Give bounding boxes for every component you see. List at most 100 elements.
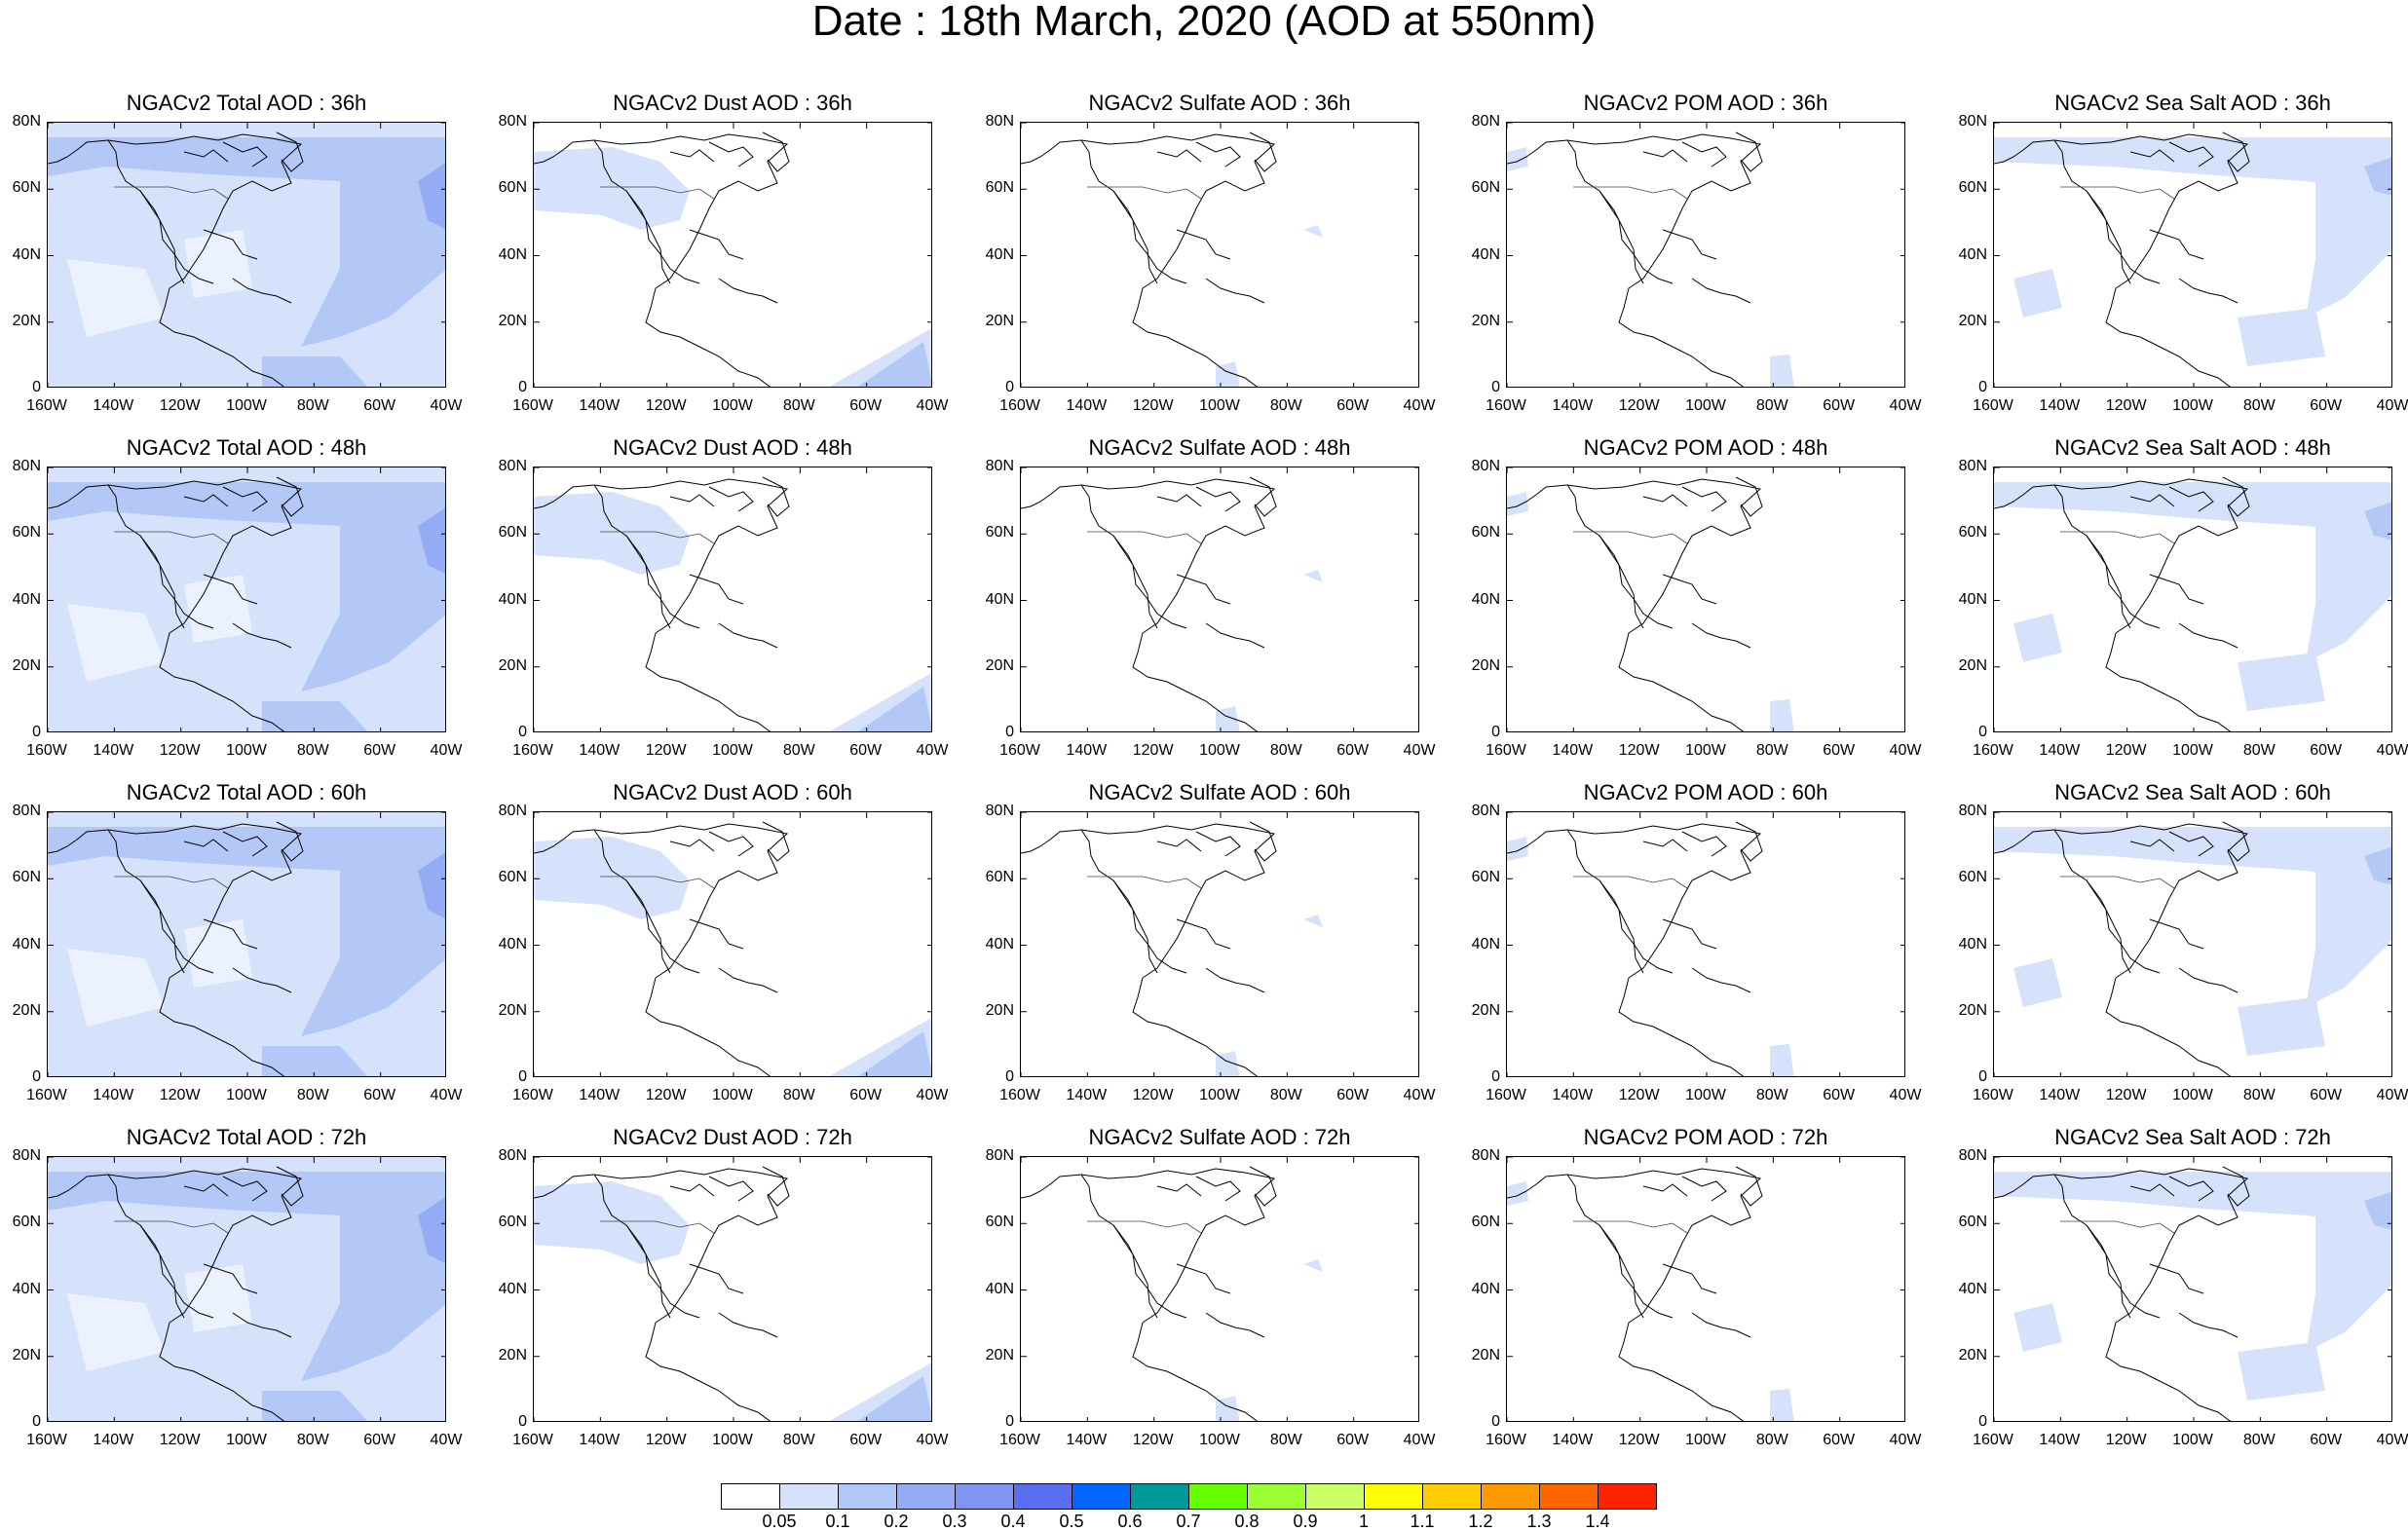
x-tick-label: 160W [1486,1432,1526,1448]
y-tick-label: 60N [985,524,1014,542]
y-tick-label: 20N [498,656,527,674]
colorbar-label: 1 [1358,1512,1369,1531]
panel-title: NGACv2 Total AOD : 72h [126,1125,367,1149]
x-tick-label: 160W [1973,1432,2013,1448]
y-tick-label: 20N [12,1001,41,1019]
x-tick-label: 100W [226,742,267,759]
x-tick-label: 100W [1685,742,1726,759]
y-tick-label: 60N [12,869,41,886]
y-tick-label: 60N [1471,1214,1500,1231]
y-tick-label: 20N [1958,656,1987,674]
y-tick-label: 80N [498,458,527,474]
y-tick-label: 40N [1471,935,1500,953]
colorbar-box [838,1483,897,1510]
x-tick-label: 160W [512,742,553,759]
map-panel-sulfate-row4 [1020,1156,1419,1422]
x-tick-label: 120W [2105,742,2147,759]
x-tick-label: 80W [1269,742,1302,759]
x-tick-label: 60W [1823,1432,1856,1448]
x-tick-label: 100W [226,1432,267,1448]
map-panel-pom-row2 [1506,467,1905,732]
x-tick-label: 160W [26,1432,67,1448]
colorbar-box [1422,1483,1482,1510]
colorbar-label: 0.2 [884,1512,909,1531]
x-tick-label: 100W [1199,397,1240,414]
x-tick-label: 120W [2105,1087,2147,1103]
colorbar [721,1483,1657,1510]
y-tick-label: 60N [1958,524,1987,542]
x-tick-label: 140W [93,397,134,414]
x-tick-label: 80W [296,1432,329,1448]
y-tick-label: 40N [12,935,41,953]
x-tick-label: 40W [1889,397,1922,414]
x-tick-label: 60W [1336,742,1370,759]
y-tick-label: 60N [985,869,1014,886]
y-tick-label: 80N [12,1147,41,1164]
y-tick-label: 0 [1491,379,1500,395]
y-tick-label: 60N [985,1214,1014,1231]
y-tick-label: 20N [12,1346,41,1364]
x-tick-label: 80W [782,397,815,414]
x-tick-label: 140W [579,742,621,759]
x-tick-label: 120W [159,397,201,414]
colorbar-box [896,1483,956,1510]
x-tick-label: 160W [512,397,553,414]
x-tick-label: 80W [1755,397,1788,414]
x-tick-label: 140W [93,1432,134,1448]
colorbar-label: 1.4 [1585,1512,1610,1531]
x-tick-label: 100W [1199,1432,1240,1448]
y-tick-label: 80N [985,803,1014,819]
colorbar-box [1013,1483,1072,1510]
y-tick-label: 40N [498,590,527,608]
y-tick-label: 60N [12,1214,41,1231]
colorbar-box [1481,1483,1540,1510]
y-tick-label: 80N [985,113,1014,130]
x-tick-label: 160W [1486,397,1526,414]
x-tick-label: 100W [226,397,267,414]
x-tick-label: 80W [2242,1087,2276,1103]
x-tick-label: 60W [849,1087,883,1103]
map-panel-pom-row1 [1506,122,1905,388]
y-tick-label: 80N [1471,1147,1500,1164]
x-tick-label: 140W [1552,1087,1594,1103]
x-tick-label: 100W [2172,1087,2213,1103]
x-tick-label: 120W [159,1432,201,1448]
panel-title: NGACv2 Sea Salt AOD : 48h [2054,435,2331,460]
x-tick-label: 160W [26,1087,67,1103]
x-tick-label: 120W [645,397,687,414]
x-tick-label: 40W [2376,742,2408,759]
x-tick-label: 80W [296,397,329,414]
x-tick-label: 40W [1889,742,1922,759]
y-tick-label: 0 [1491,724,1500,740]
panel-title: NGACv2 Sea Salt AOD : 36h [2054,91,2331,115]
y-tick-label: 0 [1005,724,1014,740]
y-tick-label: 60N [1471,869,1500,886]
map-panel-sea-salt-row1 [1993,122,2392,388]
y-tick-label: 80N [1958,803,1987,819]
x-tick-label: 80W [1755,1432,1788,1448]
colorbar-box [1305,1483,1365,1510]
y-tick-label: 80N [498,1147,527,1164]
panel-title: NGACv2 Sulfate AOD : 72h [1088,1125,1351,1149]
y-tick-label: 0 [1491,1068,1500,1085]
x-tick-label: 100W [2172,742,2213,759]
colorbar-label: 0.7 [1176,1512,1201,1531]
map-panel-total-row1 [47,122,446,388]
x-tick-label: 120W [1618,1087,1660,1103]
colorbar-box [1598,1483,1657,1510]
y-tick-label: 20N [1958,1001,1987,1019]
x-tick-label: 140W [1066,742,1108,759]
x-tick-label: 80W [2242,742,2276,759]
x-tick-label: 60W [363,1432,396,1448]
x-tick-label: 100W [712,1432,753,1448]
x-tick-label: 120W [645,1432,687,1448]
x-tick-label: 40W [430,397,463,414]
y-tick-label: 40N [1958,1280,1987,1297]
y-tick-label: 40N [12,590,41,608]
y-tick-label: 60N [498,179,527,197]
x-tick-label: 160W [999,1087,1040,1103]
map-panel-pom-row4 [1506,1156,1905,1422]
y-tick-label: 20N [1958,312,1987,329]
x-tick-label: 140W [579,397,621,414]
x-tick-label: 60W [1336,397,1370,414]
